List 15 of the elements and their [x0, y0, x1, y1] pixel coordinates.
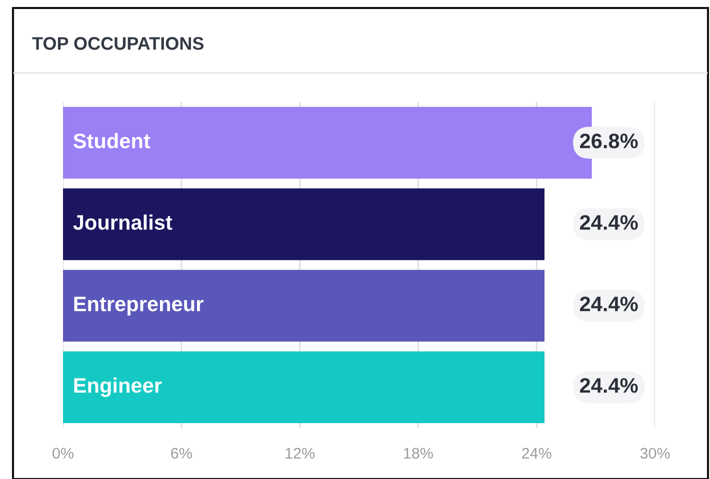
data-label: 26.8%: [580, 134, 638, 148]
data-label: 24.4%: [580, 215, 638, 230]
x-tick-label: 6%: [171, 448, 192, 459]
y-tick-label: Engineer: [74, 377, 162, 398]
x-tick-label: 24%: [522, 448, 552, 459]
x-tick-label: 12%: [286, 448, 315, 459]
y-tick-label: Entrepreneur: [74, 296, 204, 316]
x-tick-label: 18%: [404, 448, 433, 459]
y-tick-label: Journalist: [73, 214, 172, 230]
x-tick-label: 30%: [640, 448, 670, 459]
data-label: 24.4%: [580, 296, 638, 312]
chart-title: TOP OCCUPATIONS: [32, 37, 204, 50]
data-label: 24.4%: [580, 378, 638, 393]
y-tick-label: Student: [73, 133, 150, 148]
x-tick-label: 0%: [52, 448, 74, 459]
